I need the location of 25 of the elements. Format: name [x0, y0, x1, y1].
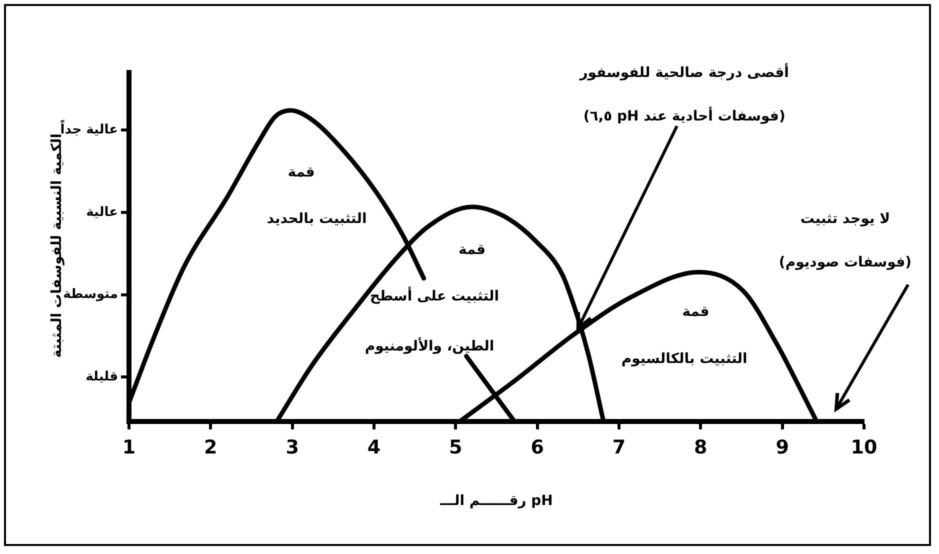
x-axis-title: رقــــــم الـــ pH [439, 493, 553, 510]
annotation: الطين، والألومنيوم [364, 336, 494, 354]
annotation: (فوسفات صوديوم) [778, 254, 912, 270]
x-tick-label: 9 [776, 436, 789, 459]
annotation: قمة [682, 304, 710, 320]
x-tick-label: 2 [204, 436, 218, 459]
annotation: التثبيت بالحديد [266, 210, 367, 227]
text: عالية [86, 204, 118, 220]
x-tick-label: 5 [449, 436, 462, 459]
annotation: قمة [458, 242, 486, 258]
annotation: (فوسفات أحادية عند pH ٦,٥) [583, 106, 786, 124]
x-tick-label: 4 [367, 436, 381, 459]
x-tick-label: 6 [530, 436, 544, 459]
x-tick-label: 10 [850, 436, 878, 459]
x-tick-label: 1 [122, 436, 136, 459]
x-tick-label: 8 [694, 436, 708, 459]
text: أقصى درجة صالحية للفوسفور [578, 62, 789, 81]
annotation: لا يوجد تثبيت [800, 210, 890, 227]
text: متوسطة [63, 287, 118, 302]
text: قليلة [86, 369, 118, 384]
annotation: التثبيت على أسطح [370, 286, 500, 305]
x-tick-label: 3 [286, 436, 299, 459]
annotation: التثبيت بالكالسيوم [621, 350, 748, 367]
x-tick-label: 7 [612, 436, 626, 459]
annotation: قمة [288, 164, 315, 180]
